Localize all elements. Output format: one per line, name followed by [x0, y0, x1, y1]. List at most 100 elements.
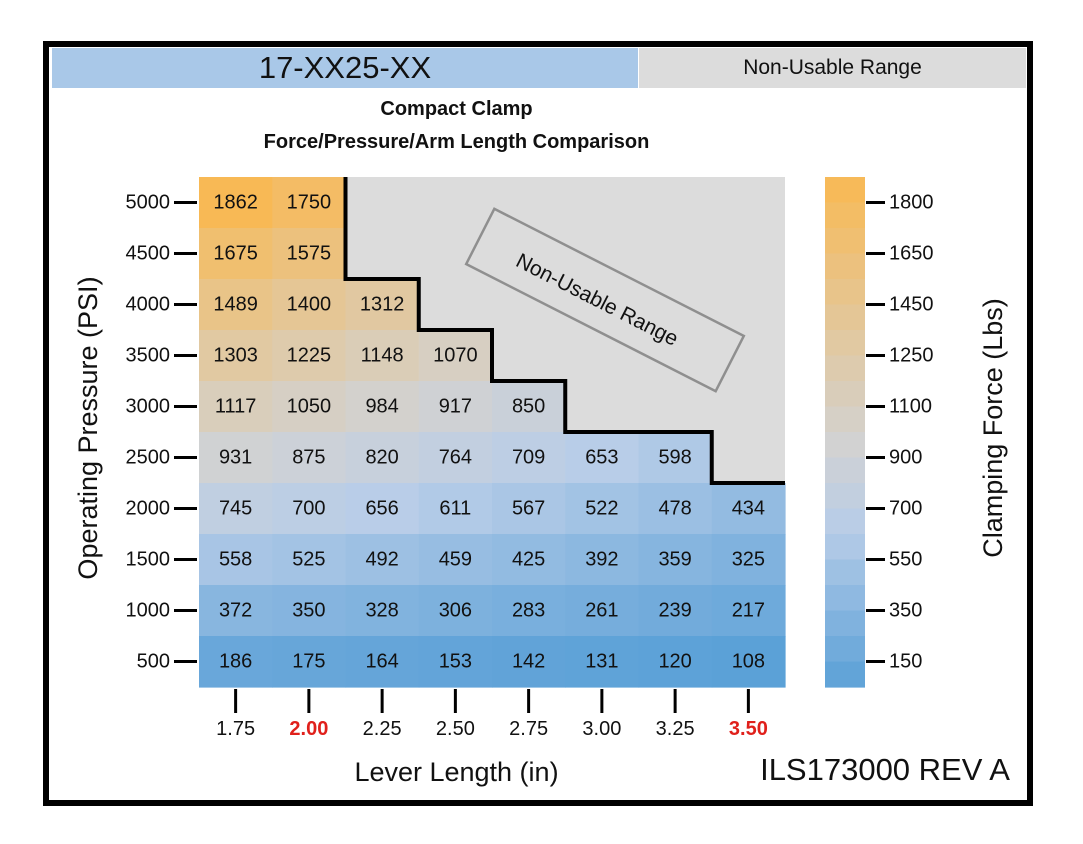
- cell-value-label: 598: [658, 447, 691, 469]
- cell-value-label: 820: [365, 447, 398, 469]
- cell-value-label: 850: [512, 396, 545, 418]
- heatmap-cell: [199, 636, 273, 688]
- heatmap-cell: [272, 228, 347, 280]
- cell-value-label: 1489: [213, 294, 258, 316]
- heatmap-cell: [199, 279, 273, 331]
- x-tick-label-highlighted: 2.00: [289, 718, 328, 740]
- cell-value-label: 931: [219, 447, 252, 469]
- heatmap-cell: [199, 585, 273, 637]
- cell-value-label: 217: [732, 600, 765, 622]
- heatmap-cell: [492, 483, 566, 535]
- x-tick-label: 2.75: [509, 718, 548, 740]
- colorbar-tick-label: 150: [889, 651, 922, 673]
- heatmap-cell: [199, 177, 273, 229]
- chart-title: Compact Clamp: [380, 98, 533, 120]
- heatmap-cell: [272, 483, 347, 535]
- colorbar-segment: [825, 202, 865, 229]
- heatmap-cell: [418, 381, 493, 433]
- y-axis-label: Operating Pressure (PSI): [73, 276, 103, 579]
- model-number-header: 17-XX25-XX: [52, 48, 638, 88]
- heatmap-cell: [565, 483, 640, 535]
- cell-value-label: 1303: [213, 345, 258, 367]
- colorbar-tick-label: 1100: [889, 396, 932, 418]
- cell-value-label: 359: [658, 549, 691, 571]
- heatmap-cell: [638, 483, 713, 535]
- heatmap-cell: [418, 432, 493, 484]
- cell-value-label: 120: [658, 651, 691, 673]
- heatmap-cell: [272, 177, 347, 229]
- cell-value-label: 567: [512, 498, 545, 520]
- x-tick-label: 3.25: [656, 718, 695, 740]
- heatmap-cell: [199, 432, 273, 484]
- y-tick-label: 1500: [126, 549, 171, 571]
- heatmap-cell: [638, 534, 713, 586]
- colorbar-tick-label: 350: [889, 600, 922, 622]
- heatmap-cell: [272, 279, 347, 331]
- cell-value-label: 372: [219, 600, 252, 622]
- cell-value-label: 142: [512, 651, 545, 673]
- cell-value-label: 611: [439, 498, 471, 520]
- cell-value-label: 700: [292, 498, 325, 520]
- heatmap-cell: [638, 636, 713, 688]
- heatmap-cell: [418, 483, 493, 535]
- colorbar-segment: [825, 508, 865, 535]
- cell-value-label: 984: [365, 396, 398, 418]
- colorbar-segment: [825, 432, 865, 459]
- heatmap-cell: [565, 585, 640, 637]
- heatmap-cell: [199, 483, 273, 535]
- heatmap-cell: [345, 330, 420, 382]
- colorbar-segment: [825, 355, 865, 382]
- cell-value-label: 328: [365, 600, 398, 622]
- heatmap-cell: [272, 330, 347, 382]
- heatmap-cell: [272, 432, 347, 484]
- cell-value-label: 1312: [360, 294, 405, 316]
- usable-range-boundary: [343, 177, 785, 485]
- cell-value-label: 164: [365, 651, 398, 673]
- cell-value-label: 917: [439, 396, 472, 418]
- colorbar-tick-label: 1650: [889, 243, 934, 265]
- x-axis-label: Lever Length (in): [354, 757, 559, 787]
- heatmap-cell: [492, 636, 566, 688]
- heatmap-cell: [345, 381, 420, 433]
- heatmap-cell: [565, 636, 640, 688]
- y-tick-label: 2500: [126, 447, 171, 469]
- cell-value-label: 350: [292, 600, 325, 622]
- colorbar-segment: [825, 279, 865, 306]
- heatmap-cell: [492, 585, 566, 637]
- non-usable-range-box: [464, 207, 746, 393]
- heatmap-cell: [345, 636, 420, 688]
- heatmap-cell: [199, 534, 273, 586]
- colorbar-tick-label: 1450: [889, 294, 934, 316]
- colorbar: 1800 1650 1450 1250 1100 900 700 550 350 150: [825, 177, 934, 688]
- cell-value-label: 875: [292, 447, 325, 469]
- cell-value-label: 764: [439, 447, 472, 469]
- heatmap-cell: [418, 534, 493, 586]
- colorbar-segment: [825, 559, 865, 586]
- cell-value-label: 1750: [287, 192, 332, 214]
- colorbar-segment: [825, 330, 865, 357]
- usable-boundary-line: [343, 177, 785, 485]
- cell-value-label: 745: [219, 498, 252, 520]
- cell-value-label: 261: [585, 600, 618, 622]
- colorbar-tick-label: 1800: [889, 192, 934, 214]
- heatmap-cell: [272, 636, 347, 688]
- heatmap-cell: [272, 585, 347, 637]
- colorbar-tick-label: 700: [889, 498, 922, 520]
- y-tick-label: 3500: [126, 345, 171, 367]
- colorbar-tick-label: 900: [889, 447, 922, 469]
- cell-value-label: 1400: [287, 294, 332, 316]
- cell-value-label: 1050: [287, 396, 332, 418]
- cell-value-label: 525: [292, 549, 325, 571]
- cell-value-label: 1862: [213, 192, 258, 214]
- heatmap-cell: [418, 330, 493, 382]
- cell-value-label: 392: [585, 549, 618, 571]
- colorbar-tick-label: 550: [889, 549, 922, 571]
- colorbar-segment: [825, 610, 865, 637]
- y-tick-label: 2000: [126, 498, 171, 520]
- heatmap-cell: [199, 381, 273, 433]
- cell-value-label: 153: [439, 651, 472, 673]
- x-tick-label: 3.00: [582, 718, 621, 740]
- cell-value-label: 306: [439, 600, 472, 622]
- heatmap-cell: [492, 534, 566, 586]
